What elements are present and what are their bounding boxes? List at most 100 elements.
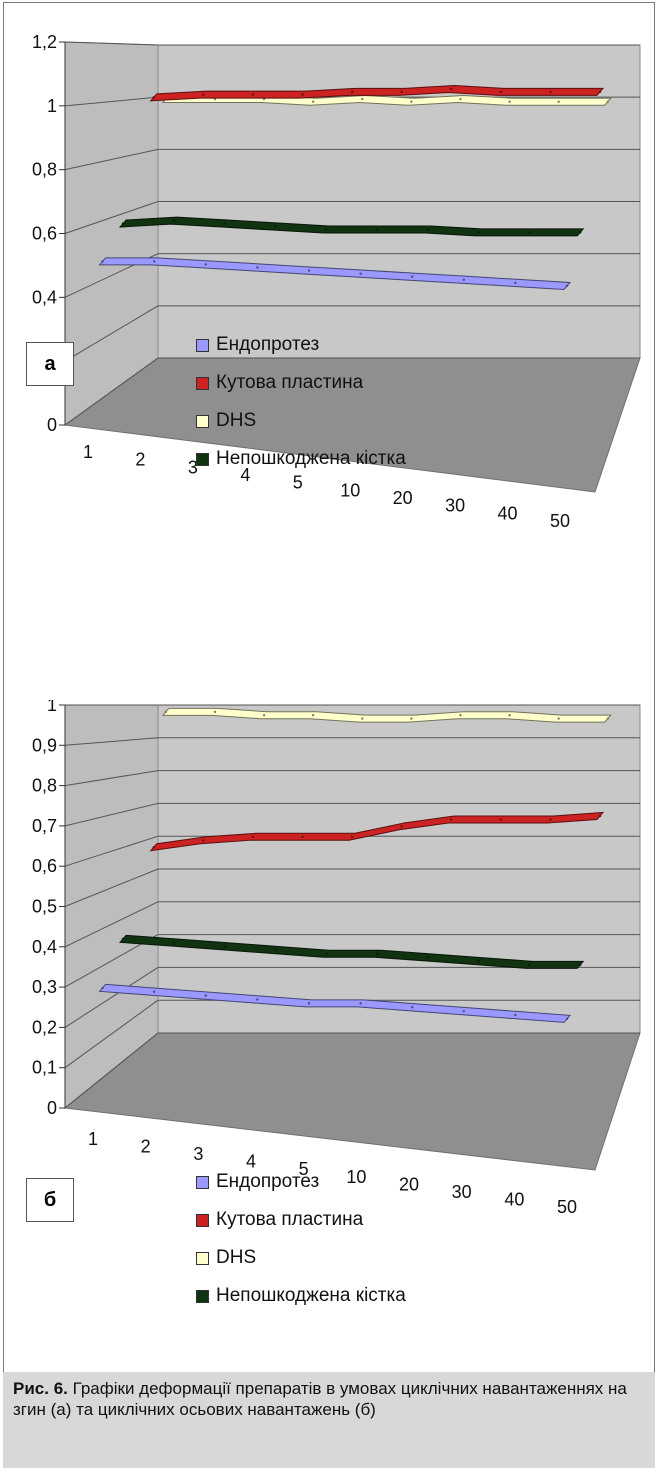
data-point [262,714,266,717]
legend-item: DHS [196,1239,406,1277]
data-point [450,818,453,821]
x-tick-label: 4 [246,1152,256,1172]
floor [63,1032,641,1171]
data-point [251,835,255,838]
caption-text: Графіки деформації препаратів в умовах ц… [13,1379,627,1419]
data-point [375,952,379,955]
data-point [256,266,259,269]
gridline-side [64,41,159,46]
y-tick-label: 0,8 [32,776,57,796]
legend-swatch [196,1175,209,1189]
x-tick-label: 2 [135,450,145,470]
y-tick-label: 0,3 [32,977,57,997]
x-tick-label: 3 [188,457,198,477]
data-point [202,93,205,96]
data-point [311,100,315,103]
data-point [359,1002,362,1005]
gridline-side [64,901,159,948]
gridline-side [64,305,159,362]
x-tick-label: 40 [498,503,518,523]
data-point [579,963,582,967]
data-point [557,717,560,720]
data-point [325,228,328,231]
legend-label: Непошкоджена кістка [216,448,406,469]
gridline-side [64,999,159,1069]
x-tick-label: 3 [193,1144,203,1164]
data-point [477,959,480,963]
data-point [499,90,503,94]
data-point [528,963,531,967]
data-point [121,937,125,941]
gridline-side [64,96,159,107]
legend-label: DHS [216,1247,257,1268]
legend-swatch [196,452,209,466]
y-tick-label: 0 [47,415,57,435]
data-point [256,998,259,1001]
legend-label: Кутова пластина [216,1209,364,1230]
y-tick-label: 1 [47,96,57,116]
legend-swatch [196,338,209,352]
x-tick-label: 1 [83,442,93,462]
data-point [350,835,354,838]
series-ribbon [149,811,605,852]
legend-label: Ендопротез [216,1171,320,1192]
data-point [549,818,552,821]
gridline-side [64,868,159,907]
data-point [410,100,413,103]
data-point [459,714,462,717]
data-point [375,228,379,231]
gridline-side [64,1032,159,1109]
data-point [557,100,560,103]
data-point [411,1006,414,1009]
y-tick-label: 0,1 [32,1058,57,1078]
chart-b: 0 0,1 0,2 0,3 0,4 0,5 0,6 0,7 0,8 0,9 1 1 2 3 4 5 10 20 30… [32,700,641,1217]
y-tick-label: 0,5 [32,897,57,917]
x-tick-label: 10 [340,480,360,500]
data-point [426,956,430,959]
x-tick-label: 20 [393,488,413,508]
x-tick-label: 50 [550,511,570,531]
data-point [410,717,413,720]
data-point [172,941,176,944]
data-point [462,278,465,281]
panel-label-b: б [26,1178,74,1222]
data-point [598,90,602,94]
series-ribbon [119,934,585,969]
legend-label: DHS [216,410,257,431]
data-point [508,100,511,103]
data-point [274,225,277,228]
data-point [325,952,328,955]
legend-label: Ендопротез [216,334,320,355]
data-point [274,948,277,952]
data-point [477,231,480,234]
data-point [204,994,207,997]
data-point [462,1009,465,1013]
y-tick-label: 0,6 [32,224,57,244]
x-tick-label: 30 [445,496,465,516]
y-tick-label: 0 [47,1098,57,1118]
data-point [426,228,430,231]
x-tick-label: 5 [299,1159,309,1179]
data-point [152,96,155,99]
data-point [202,839,205,842]
data-point [223,945,226,948]
data-point [153,260,156,263]
data-point [549,90,552,94]
data-point [565,1017,569,1021]
y-tick-label: 1 [47,700,57,715]
gridline-side [64,802,159,827]
y-tick-label: 0,4 [32,937,57,957]
data-point [459,97,462,101]
series-ribbon [98,257,572,290]
data-point [411,275,414,278]
legend-b: Ендопротез Кутова пластина DHS Непошкоджена… [196,1163,406,1315]
legend-swatch [196,1289,209,1303]
legend-label: Кутова пластина [216,372,364,393]
y-tick-label: 0,8 [32,160,57,180]
figure-caption: Рис. 6. Графіки деформації препаратів в … [3,1372,655,1468]
y-tick-label: 0,6 [32,856,57,876]
data-point [311,714,315,717]
legend-label: Непошкоджена кістка [216,1285,406,1306]
gridline-side [64,357,159,426]
